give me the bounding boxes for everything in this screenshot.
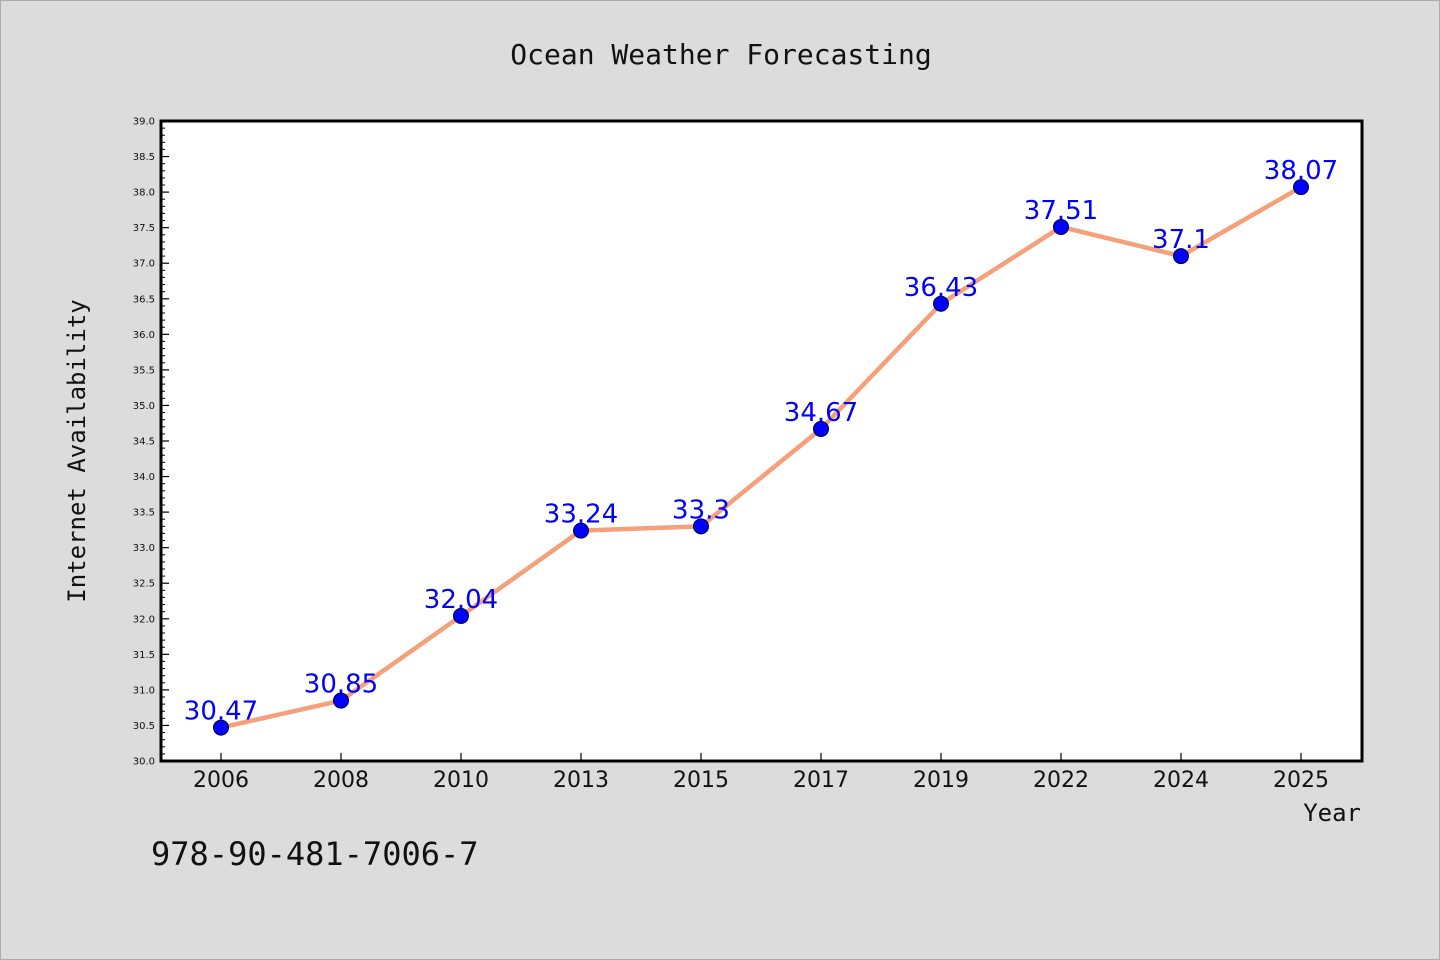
y-tick-label: 38.5 xyxy=(133,152,155,163)
series-markers xyxy=(213,179,1309,736)
y-tick-label: 37.5 xyxy=(133,223,155,234)
data-label-2025: 38.07 xyxy=(1264,156,1338,186)
series-line xyxy=(220,185,1303,730)
data-point-2025 xyxy=(1293,179,1309,196)
y-tick-label: 32.5 xyxy=(133,579,155,590)
x-tick-label: 2008 xyxy=(313,768,369,793)
data-point-2022 xyxy=(1053,218,1069,235)
data-point-2010 xyxy=(453,607,469,624)
y-tick-label: 38.0 xyxy=(133,188,155,199)
y-tick-label: 30.5 xyxy=(133,721,155,732)
data-label-2019: 36.43 xyxy=(904,273,978,303)
y-tick-label: 33.5 xyxy=(133,508,155,519)
x-tick-label: 2022 xyxy=(1033,768,1089,793)
data-point-2013 xyxy=(573,522,589,539)
x-tick-label: 2025 xyxy=(1273,768,1329,793)
y-tick-label: 39.0 xyxy=(133,117,155,128)
x-tick-label: 2024 xyxy=(1153,768,1209,793)
data-label-2024: 37.1 xyxy=(1152,225,1210,255)
y-tick-label: 33.0 xyxy=(133,543,155,554)
data-label-2022: 37.51 xyxy=(1024,196,1098,226)
y-tick-label: 32.0 xyxy=(133,614,155,625)
y-tick-label: 31.5 xyxy=(133,650,155,661)
data-point-2015 xyxy=(693,518,709,535)
x-tick-label: 2017 xyxy=(793,768,849,793)
y-axis: 30.0 30.5 31.0 31.5 32.0 32.5 33.0 33.5 34.0 34.5… xyxy=(133,117,169,768)
data-label-2013: 33.24 xyxy=(544,500,618,530)
data-point-2006 xyxy=(213,719,229,736)
y-axis-label: Internet Availability xyxy=(63,299,91,602)
data-label-2015: 33.3 xyxy=(672,495,730,525)
y-tick-label: 36.0 xyxy=(133,330,155,341)
y-tick-label: 31.0 xyxy=(133,685,155,696)
x-tick-label: 2015 xyxy=(673,768,729,793)
x-tick-label: 2010 xyxy=(433,768,489,793)
x-axis: 2006 2008 2010 2013 2015 2017 2019 2022 2024 2025 xyxy=(193,753,1329,793)
y-tick-label: 36.5 xyxy=(133,294,155,305)
data-label-2006: 30.47 xyxy=(184,697,258,727)
data-label-2010: 32.04 xyxy=(424,585,498,615)
data-label-2017: 34.67 xyxy=(784,398,858,428)
x-axis-label: Year xyxy=(1303,799,1361,827)
x-tick-label: 2006 xyxy=(193,768,249,793)
plot-area xyxy=(159,119,1364,763)
y-tick-label: 34.5 xyxy=(133,437,155,448)
data-label-2008: 30.85 xyxy=(304,670,378,700)
y-tick-label: 34.0 xyxy=(133,472,155,483)
y-tick-label: 35.5 xyxy=(133,365,155,376)
y-tick-label: 30.0 xyxy=(133,757,155,768)
data-labels: 30.47 30.85 32.04 33.24 33.3 34.67 36.43 37.51 3… xyxy=(184,156,1338,726)
data-point-2017 xyxy=(813,420,829,437)
x-tick-label: 2013 xyxy=(553,768,609,793)
y-tick-label: 35.0 xyxy=(133,401,155,412)
y-tick-label: 37.0 xyxy=(133,259,155,270)
data-point-2024 xyxy=(1173,248,1189,265)
data-point-2008 xyxy=(333,692,349,709)
chart-title: Ocean Weather Forecasting xyxy=(510,38,931,71)
x-tick-label: 2019 xyxy=(913,768,969,793)
data-point-2019 xyxy=(933,295,949,312)
isbn-text: 978-90-481-7006-7 xyxy=(151,835,479,873)
